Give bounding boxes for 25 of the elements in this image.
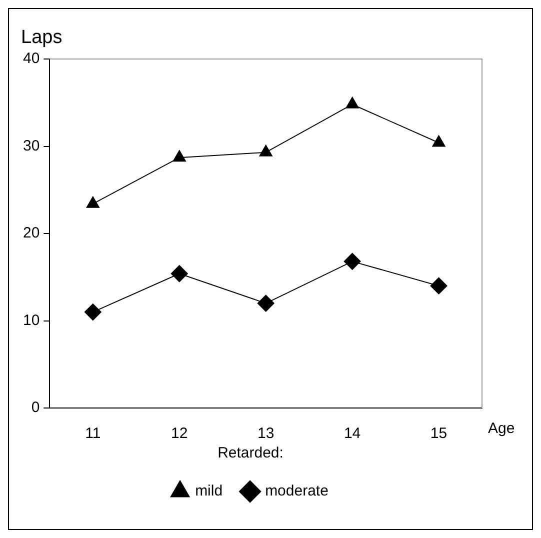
- x-tick-label: 12: [171, 425, 188, 442]
- point: [430, 277, 448, 294]
- x-tick-label: 11: [85, 425, 101, 442]
- point: [257, 294, 274, 312]
- y-tick-label: 30: [22, 137, 40, 154]
- legend-label: mild: [195, 482, 223, 500]
- point: [84, 304, 102, 321]
- legend-label: moderate: [265, 482, 328, 500]
- y-tick-label: 20: [22, 224, 40, 242]
- y-tick-label: 0: [31, 399, 40, 416]
- y-axis-title: Laps: [21, 27, 62, 48]
- x-tick-label: 13: [258, 425, 274, 442]
- y-tick-label: 10: [22, 312, 40, 329]
- point: [259, 144, 272, 156]
- point: [344, 252, 361, 270]
- point: [170, 265, 188, 282]
- point: [432, 135, 446, 147]
- point: [86, 196, 100, 208]
- x-tick-label: 14: [344, 425, 361, 442]
- x-tick-label: 15: [430, 425, 448, 442]
- point: [346, 96, 359, 108]
- point: [172, 150, 186, 162]
- x-axis-title: Age: [488, 420, 515, 437]
- y-tick-label: 40: [22, 50, 40, 68]
- legend-title: Retarded:: [218, 444, 284, 462]
